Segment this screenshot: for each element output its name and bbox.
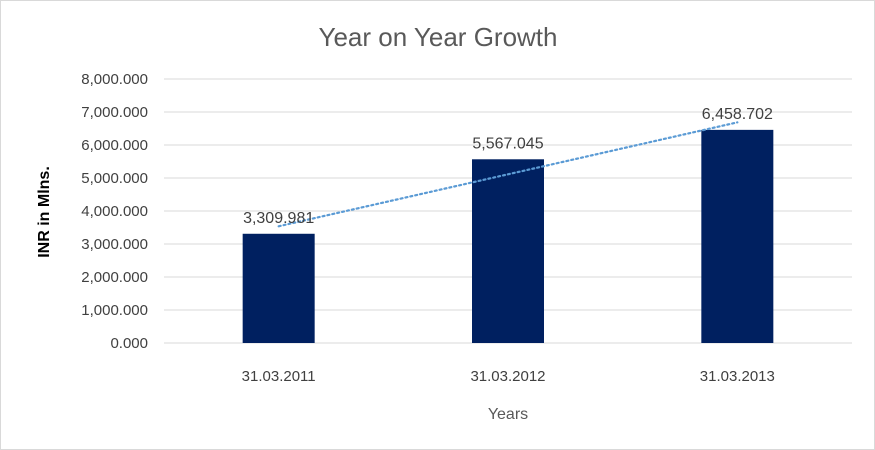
bars: [242, 129, 774, 343]
y-tick-label: 6,000.000: [81, 137, 148, 154]
data-label: 6,458.702: [702, 106, 773, 123]
y-tick-label: 0.000: [110, 335, 148, 352]
chart-title: Year on Year Growth: [319, 22, 558, 52]
x-tick-label: 31.03.2013: [700, 368, 775, 385]
x-tick-label: 31.03.2011: [242, 368, 316, 385]
x-axis-ticks: 31.03.2011 31.03.2012 31.03.2013: [242, 368, 775, 385]
y-tick-label: 4,000.000: [81, 203, 148, 220]
trendline-layer: [277, 121, 739, 228]
y-tick-label: 5,000.000: [81, 170, 148, 187]
data-label: 3,309.981: [243, 210, 314, 227]
x-tick-label: 31.03.2012: [470, 368, 545, 385]
y-tick-label: 2,000.000: [81, 269, 148, 286]
y-tick-label: 3,000.000: [81, 236, 148, 253]
y-tick-label: 7,000.000: [81, 104, 148, 121]
bar: [242, 233, 315, 343]
trendline: [277, 121, 739, 228]
bar: [472, 159, 544, 343]
bar: [701, 129, 774, 343]
y-tick-label: 1,000.000: [81, 302, 148, 319]
data-labels: 3,309.981 5,567.045 6,458.702: [243, 106, 773, 227]
x-axis-title: Years: [488, 406, 528, 423]
data-label: 5,567.045: [472, 135, 543, 152]
y-axis-title: INR in Mlns.: [36, 166, 53, 258]
y-axis-ticks: 0.000 1,000.000 2,000.000 3,000.000 4,000.00…: [81, 71, 148, 352]
y-tick-label: 8,000.000: [81, 71, 148, 88]
